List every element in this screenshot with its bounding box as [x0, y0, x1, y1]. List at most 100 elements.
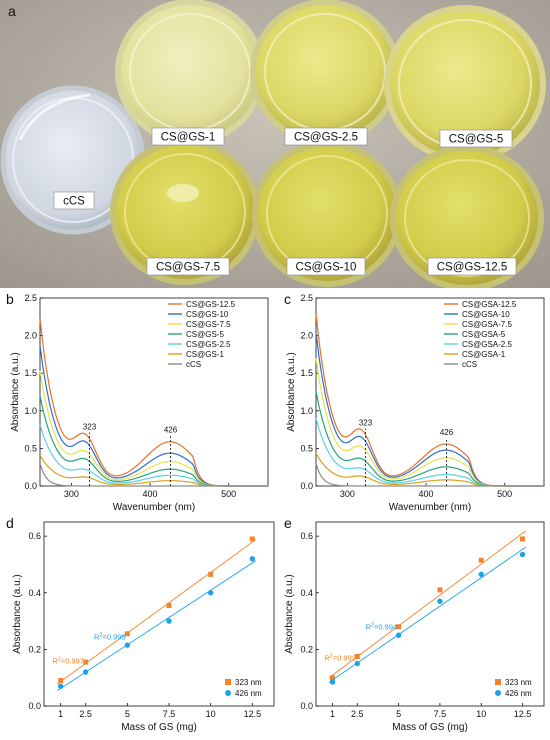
legend-label: CS@GSA-7.5 [462, 320, 512, 329]
data-point-426 [207, 590, 214, 596]
legend-swatch-323 [495, 679, 501, 685]
panel-letter-a: a [8, 3, 16, 19]
dish-cs-gs-1 [115, 0, 265, 145]
x-tick-label: 12.5 [244, 709, 262, 719]
series-line [315, 358, 544, 487]
data-point-426 [57, 683, 64, 689]
x-tick-label: 10 [206, 709, 216, 719]
plot-frame [43, 521, 275, 707]
y-tick-label: 1.0 [300, 406, 313, 416]
dish-label-cs-gs-1: CS@GS-1 [151, 127, 225, 146]
svg-text:cCS: cCS [63, 196, 85, 208]
legend-label: CS@GS-1 [186, 350, 224, 359]
plot-frame [39, 297, 269, 487]
x-tick-label: 300 [64, 489, 79, 499]
y-tick-label: 2.0 [300, 331, 313, 341]
series-line [39, 463, 268, 487]
legend-swatch-323 [225, 679, 231, 685]
x-tick-label: 400 [419, 489, 434, 499]
dish-label-ccs: cCS [53, 191, 95, 210]
svg-text:CS@GS-5: CS@GS-5 [449, 134, 504, 146]
data-point-323 [208, 571, 214, 577]
charts-panels-b-e: b c d e 0.0 0.5 1.0 1.5 2.0 2.5 300 400 500 Waven… [6, 291, 545, 733]
r2-label: R2=0.995 [94, 632, 126, 641]
legend-label: CS@GS-5 [186, 330, 224, 339]
data-point-323 [166, 603, 172, 609]
data-point-323 [83, 659, 89, 665]
dish-label-cs-gs-7-5: CS@GS-7.5 [146, 257, 230, 276]
series-line [315, 418, 544, 487]
data-point-323 [354, 653, 360, 659]
x-tick-label: 10 [476, 709, 486, 719]
x-tick-label: 1 [58, 709, 63, 719]
y-tick-label: 0.0 [24, 481, 37, 491]
legend-swatch-426 [495, 690, 501, 696]
uv-vis-chart-cs-gsa: 0.0 0.5 1.0 1.5 2.0 2.5 300 400 500 Wavenumber (n… [286, 293, 545, 513]
r2-label: R2=0.994 [366, 623, 398, 632]
data-point-426 [437, 598, 443, 604]
data-point-323 [478, 557, 484, 563]
data-point-426 [519, 551, 526, 558]
data-point-426 [478, 571, 484, 578]
svg-text:CS@GS-1: CS@GS-1 [161, 132, 216, 144]
data-point-323 [330, 675, 336, 681]
r2-label: R2=0.997 [52, 657, 84, 666]
x-tick-label: 5 [396, 709, 401, 719]
legend-swatch-426 [225, 690, 231, 696]
fit-line [57, 539, 256, 685]
x-tick-label: 7.5 [434, 709, 447, 719]
data-point-323 [437, 587, 443, 593]
legend-label: CS@GSA-5 [462, 330, 506, 339]
panel-letter-b: b [6, 291, 14, 307]
y-tick-label: 0.0 [300, 481, 313, 491]
data-point-323 [249, 536, 255, 542]
annotation-426: 426 [164, 426, 178, 435]
y-tick-label: 0.0 [300, 701, 313, 711]
legend-label: 426 nm [505, 689, 532, 698]
legend-label: CS@GSA-12.5 [462, 300, 517, 309]
series-line [315, 391, 544, 487]
panel-letter-e: e [284, 515, 292, 531]
panel-letter-d: d [6, 515, 14, 531]
data-point-323 [124, 631, 130, 637]
x-tick-label: 7.5 [163, 709, 176, 719]
legend-label: CS@GSA-2.5 [462, 340, 512, 349]
dish-label-cs-gs-12-5: CS@GS-12.5 [427, 257, 517, 276]
svg-text:CS@GS-10: CS@GS-10 [296, 262, 357, 274]
svg-text:CS@GS-7.5: CS@GS-7.5 [156, 262, 220, 274]
svg-text:CS@GS-12.5: CS@GS-12.5 [437, 262, 507, 274]
data-point-426 [166, 618, 172, 624]
series-line [39, 370, 268, 487]
data-point-426 [124, 642, 131, 648]
legend-label: 426 nm [235, 689, 262, 698]
y-tick-label: 0.2 [300, 644, 313, 654]
x-axis-title: Wavenumber (nm) [389, 502, 471, 513]
photo-panel-a: a cCS CS@GS-1 CS@GS-2. [0, 0, 550, 288]
x-tick-label: 2.5 [79, 709, 92, 719]
svg-text:CS@GS-2.5: CS@GS-2.5 [294, 132, 358, 144]
data-point-323 [58, 678, 64, 684]
y-tick-label: 2.0 [24, 331, 37, 341]
y-tick-label: 0.5 [24, 443, 37, 453]
annotation-323: 323 [359, 419, 373, 428]
y-tick-label: 0.0 [28, 701, 41, 711]
panel-letter-c: c [284, 291, 291, 307]
x-tick-label: 300 [340, 489, 355, 499]
annotation-426: 426 [440, 428, 454, 437]
series-line [39, 424, 268, 487]
legend-label: CS@GS-12.5 [186, 300, 236, 309]
y-axis-title: Absorbance (a.u.) [12, 574, 23, 654]
x-tick-label: 500 [497, 489, 512, 499]
legend-label: cCS [462, 360, 477, 369]
y-axis-title: Absorbance (a.u.) [286, 352, 297, 432]
dish-cs-gs-12-5 [390, 145, 544, 288]
dish-label-cs-gs-10: CS@GS-10 [286, 257, 366, 276]
y-tick-label: 0.4 [28, 588, 41, 598]
x-axis-title: Mass of GS (mg) [121, 722, 197, 733]
data-point-426 [82, 669, 89, 675]
legend-label: CS@GSA-1 [462, 350, 506, 359]
data-point-426 [395, 632, 402, 638]
x-tick-label: 500 [221, 489, 236, 499]
x-tick-label: 1 [330, 709, 335, 719]
